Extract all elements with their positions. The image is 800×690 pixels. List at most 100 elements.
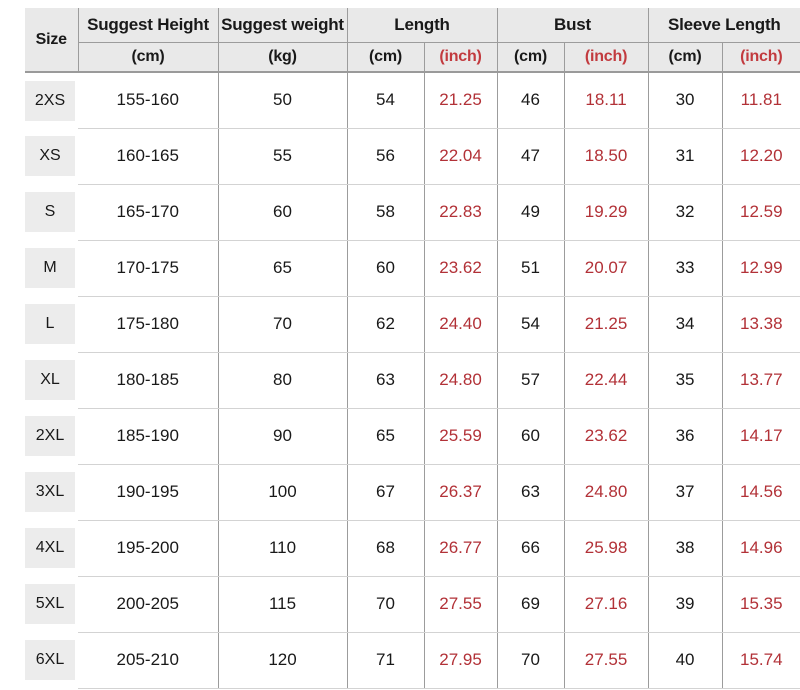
bust-inch-cell: 27.16 bbox=[564, 576, 649, 633]
size-badge: 6XL bbox=[25, 640, 75, 680]
bust-cm-cell: 60 bbox=[497, 408, 565, 465]
size-badge: L bbox=[25, 304, 75, 344]
weight-cell: 50 bbox=[218, 72, 348, 129]
sleeve-cm-cell: 35 bbox=[648, 352, 723, 409]
weight-cell: 65 bbox=[218, 240, 348, 297]
unit-weight-kg: (kg) bbox=[218, 42, 348, 73]
bust-inch-cell: 18.11 bbox=[564, 72, 649, 129]
weight-cell: 60 bbox=[218, 184, 348, 241]
col-header-suggest-weight: Suggest weight bbox=[218, 8, 348, 43]
height-cell: 155-160 bbox=[78, 72, 219, 129]
length-cm-cell: 70 bbox=[347, 576, 425, 633]
length-cm-cell: 62 bbox=[347, 296, 425, 353]
table-row: XS 160-165 55 56 22.04 47 18.50 31 12.20 bbox=[25, 128, 800, 185]
sleeve-cm-cell: 33 bbox=[648, 240, 723, 297]
table-row: 2XS 155-160 50 54 21.25 46 18.11 30 11.8… bbox=[25, 72, 800, 129]
table-body: 2XS 155-160 50 54 21.25 46 18.11 30 11.8… bbox=[25, 72, 800, 689]
table-header: Size Suggest Height Suggest weight Lengt… bbox=[25, 8, 800, 73]
height-cell: 195-200 bbox=[78, 520, 219, 577]
col-header-length: Length bbox=[347, 8, 498, 43]
bust-cm-cell: 47 bbox=[497, 128, 565, 185]
length-cm-cell: 58 bbox=[347, 184, 425, 241]
sleeve-cm-cell: 40 bbox=[648, 632, 723, 689]
size-badge: 3XL bbox=[25, 472, 75, 512]
sleeve-cm-cell: 39 bbox=[648, 576, 723, 633]
length-cm-cell: 60 bbox=[347, 240, 425, 297]
height-cell: 170-175 bbox=[78, 240, 219, 297]
table-row: L 175-180 70 62 24.40 54 21.25 34 13.38 bbox=[25, 296, 800, 353]
length-cm-cell: 54 bbox=[347, 72, 425, 129]
sleeve-inch-cell: 15.74 bbox=[722, 632, 800, 689]
length-inch-cell: 25.59 bbox=[424, 408, 498, 465]
sleeve-cm-cell: 30 bbox=[648, 72, 723, 129]
bust-inch-cell: 27.55 bbox=[564, 632, 649, 689]
size-cell: 2XS bbox=[25, 72, 78, 128]
bust-cm-cell: 66 bbox=[497, 520, 565, 577]
unit-sleeve-cm: (cm) bbox=[648, 42, 723, 73]
height-cell: 205-210 bbox=[78, 632, 219, 689]
sleeve-inch-cell: 14.56 bbox=[722, 464, 800, 521]
sleeve-inch-cell: 14.96 bbox=[722, 520, 800, 577]
length-inch-cell: 24.80 bbox=[424, 352, 498, 409]
weight-cell: 90 bbox=[218, 408, 348, 465]
weight-cell: 80 bbox=[218, 352, 348, 409]
bust-inch-cell: 23.62 bbox=[564, 408, 649, 465]
size-badge: XL bbox=[25, 360, 75, 400]
weight-cell: 110 bbox=[218, 520, 348, 577]
sleeve-inch-cell: 13.38 bbox=[722, 296, 800, 353]
table-row: M 170-175 65 60 23.62 51 20.07 33 12.99 bbox=[25, 240, 800, 297]
length-cm-cell: 71 bbox=[347, 632, 425, 689]
size-badge: XS bbox=[25, 136, 75, 176]
sleeve-inch-cell: 13.77 bbox=[722, 352, 800, 409]
size-badge: 2XL bbox=[25, 416, 75, 456]
height-cell: 190-195 bbox=[78, 464, 219, 521]
table-row: 6XL 205-210 120 71 27.95 70 27.55 40 15.… bbox=[25, 632, 800, 689]
size-badge: 2XS bbox=[25, 80, 75, 121]
bust-inch-cell: 21.25 bbox=[564, 296, 649, 353]
size-cell: S bbox=[25, 184, 78, 240]
col-header-size: Size bbox=[25, 8, 79, 73]
bust-inch-cell: 19.29 bbox=[564, 184, 649, 241]
bust-inch-cell: 22.44 bbox=[564, 352, 649, 409]
length-inch-cell: 22.04 bbox=[424, 128, 498, 185]
length-cm-cell: 56 bbox=[347, 128, 425, 185]
size-cell: 4XL bbox=[25, 520, 78, 576]
bust-inch-cell: 25.98 bbox=[564, 520, 649, 577]
length-inch-cell: 26.37 bbox=[424, 464, 498, 521]
size-cell: XS bbox=[25, 128, 78, 184]
table-row: 3XL 190-195 100 67 26.37 63 24.80 37 14.… bbox=[25, 464, 800, 521]
length-inch-cell: 21.25 bbox=[424, 72, 498, 129]
weight-cell: 115 bbox=[218, 576, 348, 633]
bust-cm-cell: 70 bbox=[497, 632, 565, 689]
size-badge: 5XL bbox=[25, 584, 75, 624]
sleeve-cm-cell: 36 bbox=[648, 408, 723, 465]
sleeve-inch-cell: 15.35 bbox=[722, 576, 800, 633]
sleeve-cm-cell: 37 bbox=[648, 464, 723, 521]
length-cm-cell: 67 bbox=[347, 464, 425, 521]
length-cm-cell: 63 bbox=[347, 352, 425, 409]
col-header-bust: Bust bbox=[497, 8, 649, 43]
height-cell: 160-165 bbox=[78, 128, 219, 185]
weight-cell: 70 bbox=[218, 296, 348, 353]
weight-cell: 120 bbox=[218, 632, 348, 689]
length-cm-cell: 65 bbox=[347, 408, 425, 465]
size-badge: S bbox=[25, 192, 75, 232]
unit-sleeve-inch: (inch) bbox=[722, 42, 800, 73]
bust-inch-cell: 20.07 bbox=[564, 240, 649, 297]
weight-cell: 55 bbox=[218, 128, 348, 185]
sleeve-inch-cell: 11.81 bbox=[722, 72, 800, 129]
sleeve-cm-cell: 31 bbox=[648, 128, 723, 185]
size-cell: M bbox=[25, 240, 78, 296]
bust-cm-cell: 54 bbox=[497, 296, 565, 353]
col-header-sleeve-length: Sleeve Length bbox=[648, 8, 800, 43]
size-cell: 6XL bbox=[25, 632, 78, 688]
length-inch-cell: 27.55 bbox=[424, 576, 498, 633]
unit-bust-cm: (cm) bbox=[497, 42, 565, 73]
size-chart-table: Size Suggest Height Suggest weight Lengt… bbox=[25, 8, 800, 689]
bust-cm-cell: 63 bbox=[497, 464, 565, 521]
bust-cm-cell: 46 bbox=[497, 72, 565, 129]
size-cell: 3XL bbox=[25, 464, 78, 520]
table-row: XL 180-185 80 63 24.80 57 22.44 35 13.77 bbox=[25, 352, 800, 409]
table-row: 4XL 195-200 110 68 26.77 66 25.98 38 14.… bbox=[25, 520, 800, 577]
